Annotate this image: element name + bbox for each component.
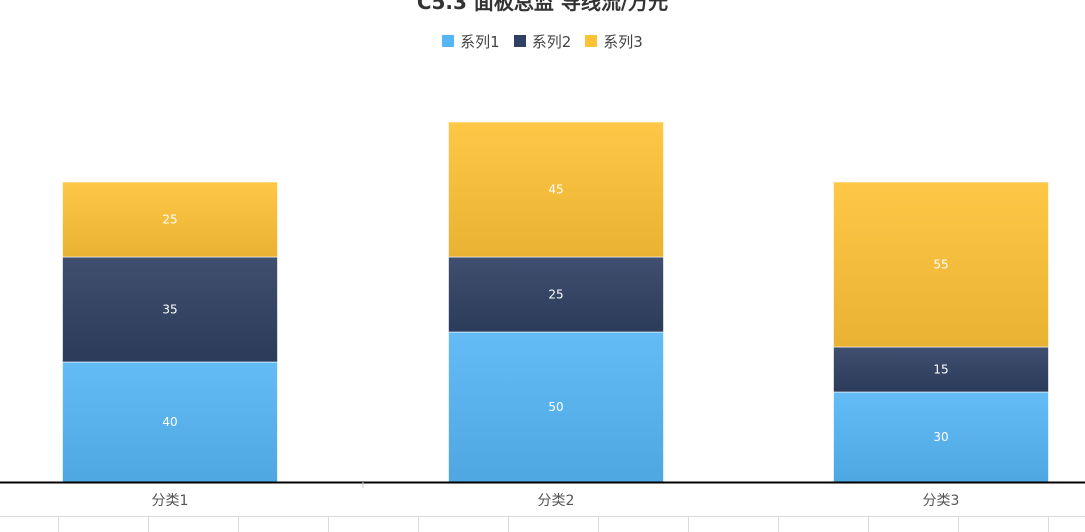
- bars-layer: [62, 121, 1049, 483]
- legend-label: 系列3: [603, 32, 643, 51]
- bar-segment[interactable]: [833, 181, 1049, 348]
- bar-segment[interactable]: [833, 391, 1049, 483]
- data-label: 55: [933, 258, 948, 272]
- bar-segment[interactable]: [62, 256, 278, 363]
- legend-swatch: [513, 35, 526, 47]
- legend-label: 系列2: [531, 32, 572, 51]
- data-label: 40: [162, 415, 177, 429]
- labels-layer: 40 35 25 50 25 45 30 15 55: [162, 183, 948, 445]
- chart-legend: 系列1 系列2 系列3: [0, 30, 1085, 52]
- bar-segment[interactable]: [448, 121, 664, 258]
- bar-segment[interactable]: [62, 361, 278, 483]
- bar-segment[interactable]: [448, 331, 664, 483]
- category-label: 分类1: [152, 493, 189, 509]
- data-label: 30: [933, 430, 948, 444]
- bar-segment[interactable]: [62, 181, 278, 258]
- legend-item[interactable]: 系列2: [513, 31, 572, 52]
- data-label: 50: [548, 400, 563, 414]
- legend-label: 系列1: [460, 32, 500, 51]
- x-axis: 分类1 分类2 分类3: [0, 481, 1085, 532]
- legend-swatch: [442, 35, 455, 47]
- data-label: 25: [162, 213, 177, 227]
- data-label: 25: [548, 288, 563, 302]
- legend-swatch: [585, 35, 598, 47]
- category-label: 分类3: [923, 493, 960, 509]
- bar-segment[interactable]: [448, 256, 664, 333]
- data-label: 45: [548, 183, 563, 197]
- legend-item[interactable]: 系列3: [585, 31, 643, 52]
- legend-item[interactable]: 系列1: [442, 31, 500, 52]
- category-label: 分类2: [538, 493, 575, 509]
- data-label: 15: [933, 363, 948, 377]
- data-label: 35: [162, 303, 177, 317]
